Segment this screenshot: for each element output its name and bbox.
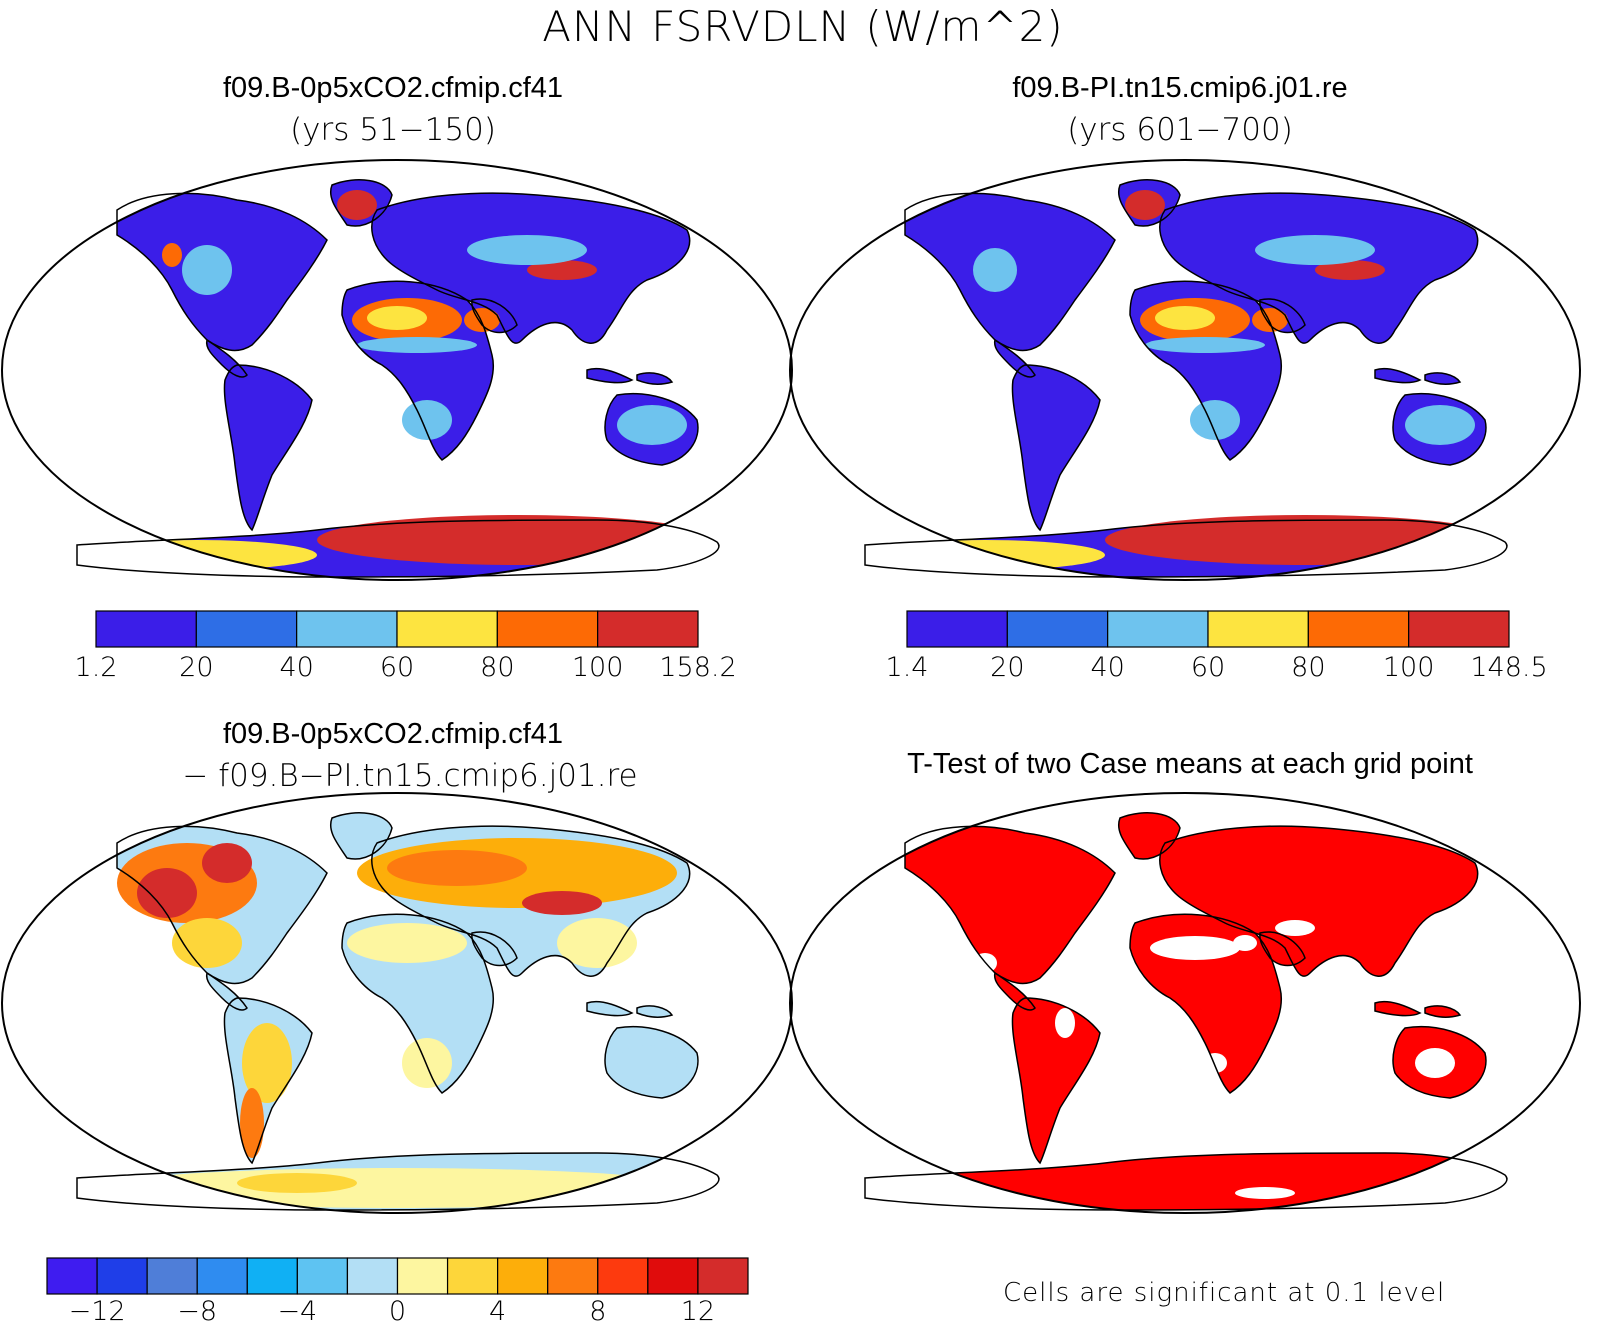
colorbar-1 [95,610,699,648]
colorbar-swatch [195,610,298,648]
colorbar-swatch [1307,610,1410,648]
colorbar-swatch [396,610,498,648]
colorbar-swatch [446,1257,499,1295]
colorbar-tick-label: 0 [388,1296,407,1327]
colorbar-swatch [96,1257,148,1295]
colorbar-tick-label: 4 [489,1296,507,1327]
colorbar-swatch [396,1257,449,1295]
colorbar-tick-label: 100 [1382,652,1435,683]
colorbar-tick-label: 8 [589,1296,607,1327]
colorbar-tick-label: 100 [571,652,624,683]
colorbar-swatch [1107,610,1209,648]
panel-2-title: f09.B-PI.tn15.cmip6.j01.re [1012,72,1348,104]
colorbar-tick-label: 1.2 [74,652,118,683]
colorbar-swatch [597,1257,649,1295]
figure-title: ANN FSRVDLN (W/m^2) [542,2,1064,51]
colorbar-tick-label: −12 [68,1296,126,1327]
panel-3-subtitle: − f09.B−PI.tn15.cmip6.j01.re [182,758,638,794]
colorbar-tick-label: 40 [279,652,314,683]
colorbar-tick-label: 60 [379,652,415,683]
colorbar-swatch [697,1257,749,1295]
colorbar-3 [46,1257,749,1295]
colorbar-swatch [296,1257,349,1295]
colorbar-swatch [1207,610,1309,648]
panel-2-subtitle: (yrs 601−700) [1067,112,1293,148]
colorbar-swatch [196,1257,248,1295]
colorbar-tick-label: 40 [1090,652,1125,683]
colorbar-swatch [1006,610,1109,648]
colorbar-tick-label: 20 [990,652,1025,683]
colorbar-swatch [496,610,599,648]
colorbar-tick-label: −4 [277,1296,318,1327]
panel-1-subtitle: (yrs 51−150) [290,112,496,148]
colorbar-swatch [146,1257,198,1295]
map-panel-2 [789,159,1581,581]
colorbar-swatch [906,610,1008,648]
colorbar-2 [906,610,1510,648]
colorbar-swatch [246,1257,298,1295]
colorbar-swatch [346,1257,399,1295]
map-panel-4 [789,792,1581,1214]
colorbar-tick-label: 20 [179,652,214,683]
colorbar-swatch [647,1257,699,1295]
colorbar-swatch [95,610,197,648]
colorbar-tick-label: 1.4 [885,652,929,683]
colorbar-swatch [1408,610,1510,648]
colorbar-tick-label: 80 [1291,652,1326,683]
colorbar-tick-label: 80 [480,652,515,683]
colorbar-swatch [296,610,398,648]
panel-3-title: f09.B-0p5xCO2.cfmip.cf41 [222,718,564,750]
colorbar-tick-label: 148.5 [1470,652,1548,683]
colorbar-swatch [547,1257,599,1295]
colorbar-tick-label: −8 [177,1296,218,1327]
colorbar-tick-label: 60 [1190,652,1226,683]
panel-1-title: f09.B-0p5xCO2.cfmip.cf41 [222,72,564,104]
map-panel-3 [1,792,793,1214]
colorbar-tick-label: 12 [680,1296,716,1327]
map-panel-1 [1,159,793,581]
colorbar-tick-label: 158.2 [659,652,737,683]
colorbar-swatch [597,610,699,648]
panel-4-title: T-Test of two Case means at each grid po… [907,748,1473,780]
colorbar-swatch [46,1257,98,1295]
significance-note: Cells are significant at 0.1 level [1003,1278,1446,1308]
colorbar-swatch [497,1257,549,1295]
